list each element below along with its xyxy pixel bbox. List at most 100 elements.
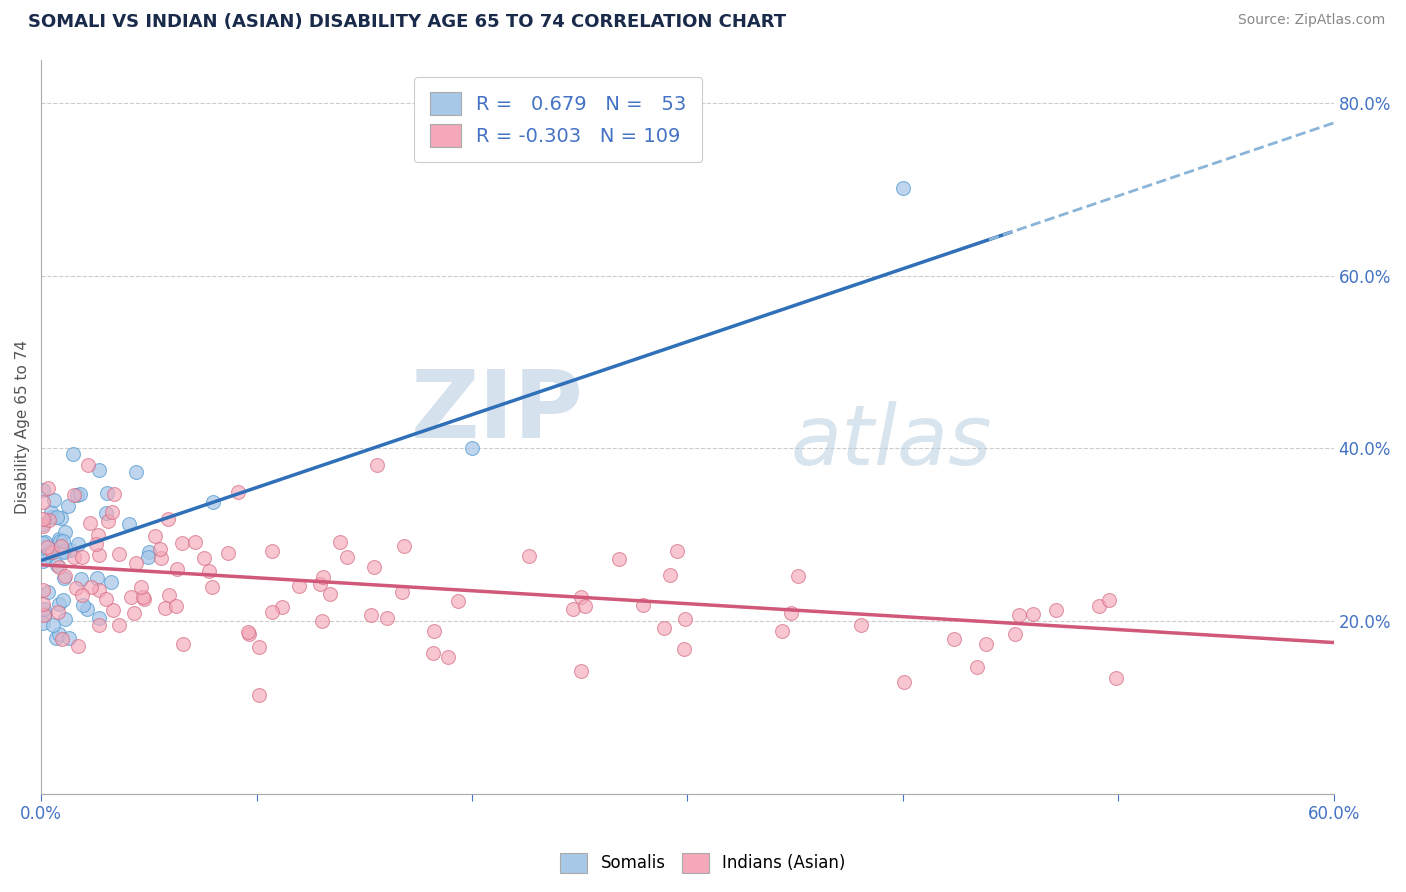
Point [138,545,160,559]
Point [100,574,122,589]
Point [129,580,152,594]
Point [125,465,148,479]
Point [34,602,56,616]
Point [143,529,166,543]
Point [48,606,70,620]
Point [37,548,59,562]
Point [96,506,118,520]
Point [132,590,155,604]
Point [52,545,75,559]
Point [51,632,73,646]
Point [34,534,56,549]
Point [1004,627,1026,641]
Point [375,611,398,625]
Point [80,580,103,594]
Point [45,510,67,524]
Point [673,642,696,657]
Point [673,612,696,626]
Point [202,494,225,508]
Point [48,532,70,546]
Point [226,484,249,499]
Point [198,564,221,578]
Point [150,551,173,566]
Point [48,560,70,574]
Point [39,505,62,519]
Point [84,537,107,551]
Point [77,458,100,473]
Point [59,543,82,558]
Point [260,543,283,558]
Point [891,181,914,195]
Point [319,587,342,601]
Point [56,499,79,513]
Point [86,571,108,585]
Point [69,487,91,501]
Point [37,545,59,559]
Point [631,599,654,613]
Point [32,597,55,611]
Point [392,539,415,553]
Point [41,545,63,559]
Point [66,639,89,653]
Point [1105,671,1128,685]
Point [200,580,222,594]
Point [87,463,110,477]
Point [288,579,311,593]
Point [76,601,98,615]
Point [569,590,592,604]
Point [574,599,596,613]
Point [849,618,872,632]
Point [1022,607,1045,622]
Point [62,447,84,461]
Point [96,486,118,500]
Point [48,597,70,611]
Point [360,607,382,622]
Legend: R =   0.679   N =   53, R = -0.303   N = 109: R = 0.679 N = 53, R = -0.303 N = 109 [415,77,702,162]
Point [70,572,93,586]
Point [422,646,444,660]
Point [561,601,583,615]
Point [53,569,76,583]
Point [101,603,124,617]
Point [247,640,270,654]
Point [32,535,55,549]
Point [1088,599,1111,614]
Point [1098,593,1121,607]
Point [423,624,446,638]
Text: Source: ZipAtlas.com: Source: ZipAtlas.com [1237,13,1385,28]
Point [107,547,129,561]
Point [100,505,122,519]
Point [52,571,75,585]
Point [770,624,793,638]
Point [48,627,70,641]
Point [184,534,207,549]
Point [461,441,484,455]
Point [652,621,675,635]
Point [974,637,997,651]
Point [87,611,110,625]
Point [97,514,120,528]
Point [52,544,75,558]
Point [32,583,55,598]
Point [1045,603,1067,617]
Point [943,632,966,646]
Point [32,615,55,630]
Point [32,483,55,497]
Point [311,570,333,584]
Point [157,588,180,602]
Point [87,583,110,598]
Point [103,486,125,500]
Point [96,592,118,607]
Point [271,600,294,615]
Point [308,577,330,591]
Point [108,617,131,632]
Point [37,585,59,599]
Point [63,488,86,502]
Point [124,606,146,620]
Point [45,558,67,572]
Point [659,568,682,582]
Point [569,664,592,678]
Point [42,492,65,507]
Point [118,517,141,532]
Point [34,608,56,623]
